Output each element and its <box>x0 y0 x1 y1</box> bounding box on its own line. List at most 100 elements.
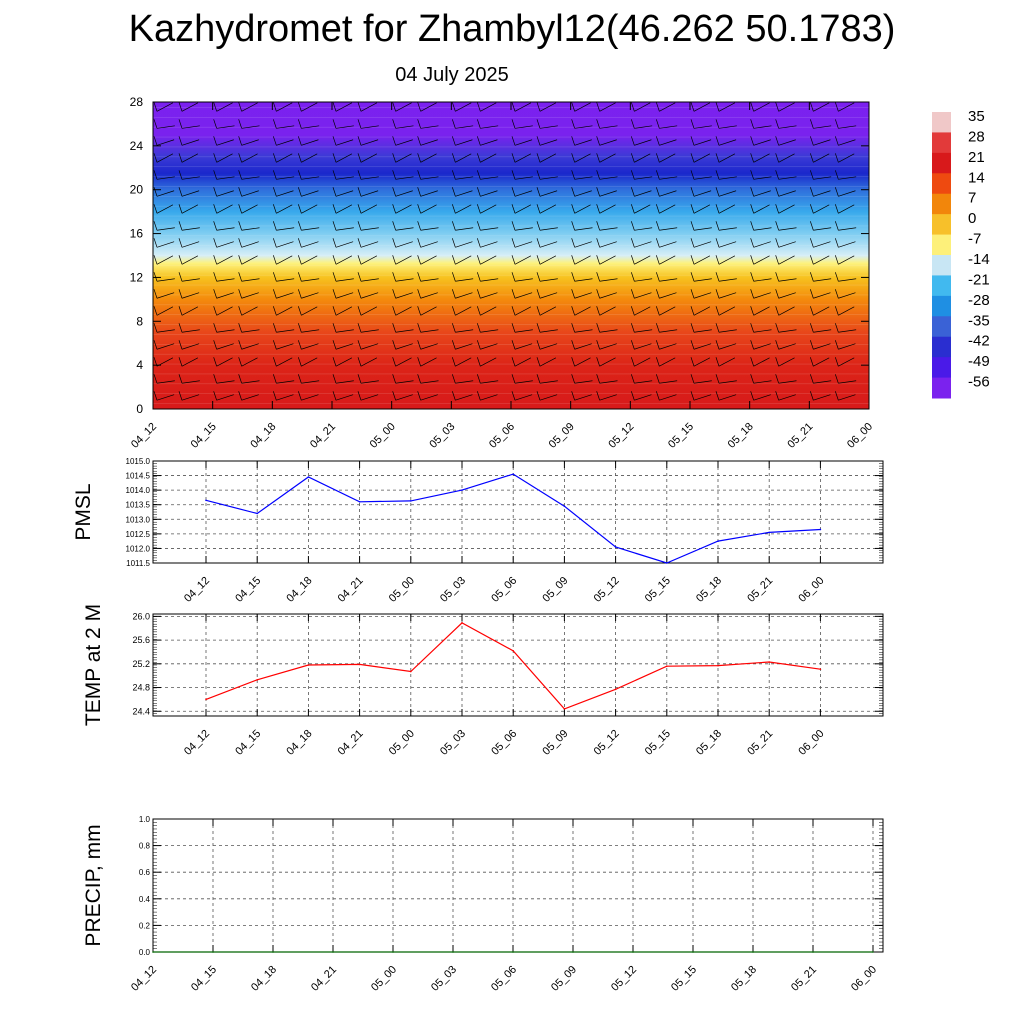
wind-barb-flag <box>392 255 396 265</box>
x-tick-label: 05_15 <box>666 421 696 451</box>
wind-barb-flag <box>238 170 242 180</box>
y-tick-label: 1012.0 <box>126 544 151 553</box>
wind-barb-flag <box>810 204 814 214</box>
wind-barb-flag <box>835 306 839 316</box>
wind-barb <box>181 190 200 197</box>
panel-frame <box>152 613 884 717</box>
wind-barb <box>574 306 591 316</box>
wind-barb-flag <box>392 119 396 129</box>
wind-barb-flag <box>775 391 779 401</box>
wind-barb <box>301 190 319 197</box>
wind-barb <box>659 292 677 299</box>
wind-barb <box>539 278 558 282</box>
wind-barb-flag <box>213 391 217 401</box>
wind-barb <box>838 241 856 248</box>
wind-barb <box>216 343 234 350</box>
wind-barb-flag <box>631 374 635 384</box>
wind-barb-flag <box>392 391 396 401</box>
wind-barb-flag <box>273 391 277 401</box>
wind-barb-flag <box>417 153 421 163</box>
data-point <box>614 688 617 691</box>
wind-barb-flag <box>631 272 635 282</box>
data-point <box>358 663 361 666</box>
wind-barb <box>455 102 472 112</box>
wind-barb <box>574 343 592 350</box>
wind-barb-flag <box>631 306 635 316</box>
wind-barb-flag <box>631 153 635 163</box>
x-tick-label: 04_15 <box>189 964 219 994</box>
wind-barb-flag <box>213 170 217 180</box>
wind-barb-flag <box>213 289 217 299</box>
wind-barb-flag <box>298 136 302 146</box>
wind-barb-flag <box>392 289 396 299</box>
data-point <box>768 531 770 534</box>
wind-barb-flag <box>357 340 362 350</box>
wind-barb-flag <box>571 289 575 299</box>
wind-barb-flag <box>715 289 720 299</box>
x-tick-label: 05_06 <box>489 728 519 758</box>
wind-barb-flag <box>178 391 183 401</box>
wind-barb <box>659 176 678 180</box>
wind-barb-flag <box>656 340 660 350</box>
wind-barb-flag <box>835 119 839 129</box>
wind-barb-flag <box>715 255 720 265</box>
data-point <box>152 951 154 953</box>
colorbar-label: 14 <box>968 169 985 186</box>
wind-barb-flag <box>178 221 183 231</box>
wind-barb <box>838 139 856 146</box>
wind-barb <box>335 255 353 265</box>
wind-barb <box>778 380 797 384</box>
wind-barb-flag <box>835 136 839 146</box>
wind-barb-flag <box>477 323 481 333</box>
wind-barb-flag <box>715 187 720 197</box>
wind-barb <box>301 139 319 146</box>
wind-barb-flag <box>656 187 660 197</box>
wind-barb-flag <box>715 323 720 333</box>
wind-barb-flag <box>332 153 337 163</box>
wind-barb-flag <box>392 102 396 112</box>
wind-barb-flag <box>238 187 242 197</box>
wind-barb <box>514 343 533 350</box>
wind-barb-flag <box>238 136 242 146</box>
data-point <box>819 528 822 531</box>
wind-barb <box>276 125 295 129</box>
wind-barb-flag <box>810 170 814 180</box>
wind-barb <box>718 227 737 231</box>
wind-barb <box>778 357 795 367</box>
wind-barb-flag <box>452 204 456 214</box>
wind-barb-flag <box>298 221 302 231</box>
wind-barb <box>778 394 796 401</box>
colorbar-swatch <box>932 152 951 174</box>
wind-barb-flag <box>690 238 695 248</box>
wind-barb <box>753 394 771 401</box>
colorbar-swatch <box>932 234 951 256</box>
x-tick-label: 05_15 <box>643 575 673 605</box>
wind-barb <box>718 394 737 401</box>
wind-barb-flag <box>298 357 302 367</box>
wind-barb-flag <box>536 255 541 265</box>
wind-barb <box>420 176 439 180</box>
wind-barb-flag <box>596 221 600 231</box>
wind-barb <box>813 278 832 282</box>
wind-barb <box>480 357 497 367</box>
wind-barb-flag <box>810 340 814 350</box>
wind-barb-flag <box>332 340 337 350</box>
wind-barb-flag <box>178 204 183 214</box>
wind-barb-flag <box>835 153 839 163</box>
wind-barb-flag <box>571 119 575 129</box>
x-tick-label: 05_21 <box>789 964 819 994</box>
wind-barb-flag <box>298 187 302 197</box>
wind-barb-flag <box>213 306 217 316</box>
x-tick-label: 04_12 <box>182 728 212 758</box>
wind-barb <box>241 102 258 112</box>
wind-barb-flag <box>153 187 158 197</box>
wind-barb <box>335 292 354 299</box>
wind-barb <box>659 241 677 248</box>
wind-barb-flag <box>750 170 754 180</box>
wind-barb <box>838 278 857 282</box>
wind-barb <box>480 343 498 350</box>
wind-barb <box>360 394 379 401</box>
colorbar-swatch <box>932 173 951 195</box>
wind-barb <box>599 329 618 333</box>
wind-barb <box>659 125 678 129</box>
